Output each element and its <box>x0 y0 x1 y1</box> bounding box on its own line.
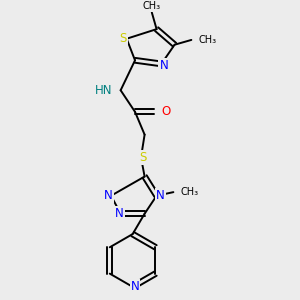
Text: CH₃: CH₃ <box>199 35 217 45</box>
Text: N: N <box>115 207 124 220</box>
Text: O: O <box>161 105 171 118</box>
Text: N: N <box>159 58 168 72</box>
Text: HN: HN <box>95 84 112 97</box>
Text: N: N <box>104 189 113 202</box>
Text: CH₃: CH₃ <box>143 2 161 11</box>
Text: S: S <box>140 151 147 164</box>
Text: CH₃: CH₃ <box>181 187 199 197</box>
Text: S: S <box>119 32 127 45</box>
Text: N: N <box>156 189 165 202</box>
Text: N: N <box>130 280 140 293</box>
